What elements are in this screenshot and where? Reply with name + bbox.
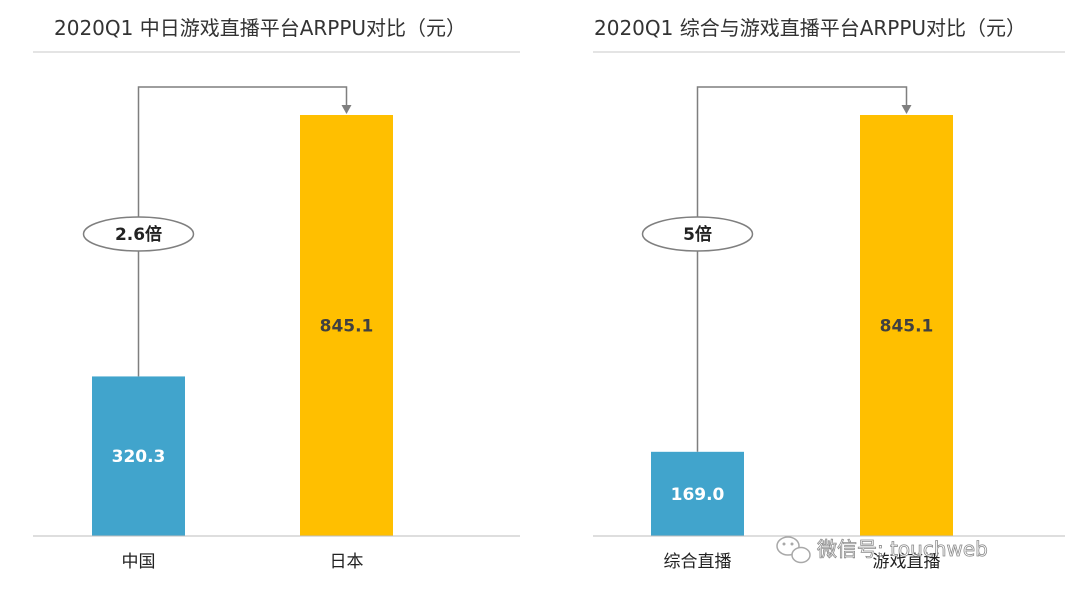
category-label: 游戏直播	[873, 552, 941, 572]
watermark: 微信号: touchweb	[776, 536, 988, 564]
chart-title: 2020Q1 中日游戏直播平台ARPPU对比（元）	[54, 16, 466, 40]
chart-panel: 2020Q1 中日游戏直播平台ARPPU对比（元） 320.3 845.1 中国 日本 2…	[33, 16, 520, 572]
data-label: 845.1	[880, 317, 934, 337]
chart-panel: 2020Q1 综合与游戏直播平台ARPPU对比（元） 169.0 845.1 综合直播…	[593, 16, 1065, 572]
category-label: 日本	[330, 552, 364, 572]
data-label: 845.1	[320, 317, 374, 337]
ratio-label: 5倍	[683, 224, 712, 245]
watermark-text: 微信号: touchweb	[817, 537, 988, 561]
bar-high	[860, 115, 953, 536]
category-label: 中国	[122, 552, 156, 572]
bar-high	[300, 115, 393, 536]
ratio-label: 2.6倍	[115, 224, 162, 245]
ratio-badge	[82, 216, 195, 252]
category-label: 综合直播	[664, 552, 732, 572]
data-label: 169.0	[671, 485, 725, 505]
arrow-head-icon	[901, 105, 912, 114]
comparison-connector	[696, 86, 908, 452]
bar-low	[651, 451, 744, 536]
ratio-badge	[641, 216, 754, 252]
arrow-head-icon	[341, 105, 352, 114]
data-label: 320.3	[112, 447, 166, 467]
wechat-icon	[776, 536, 811, 564]
chart-title: 2020Q1 综合与游戏直播平台ARPPU对比（元）	[594, 16, 1026, 40]
bar-low	[92, 376, 185, 536]
